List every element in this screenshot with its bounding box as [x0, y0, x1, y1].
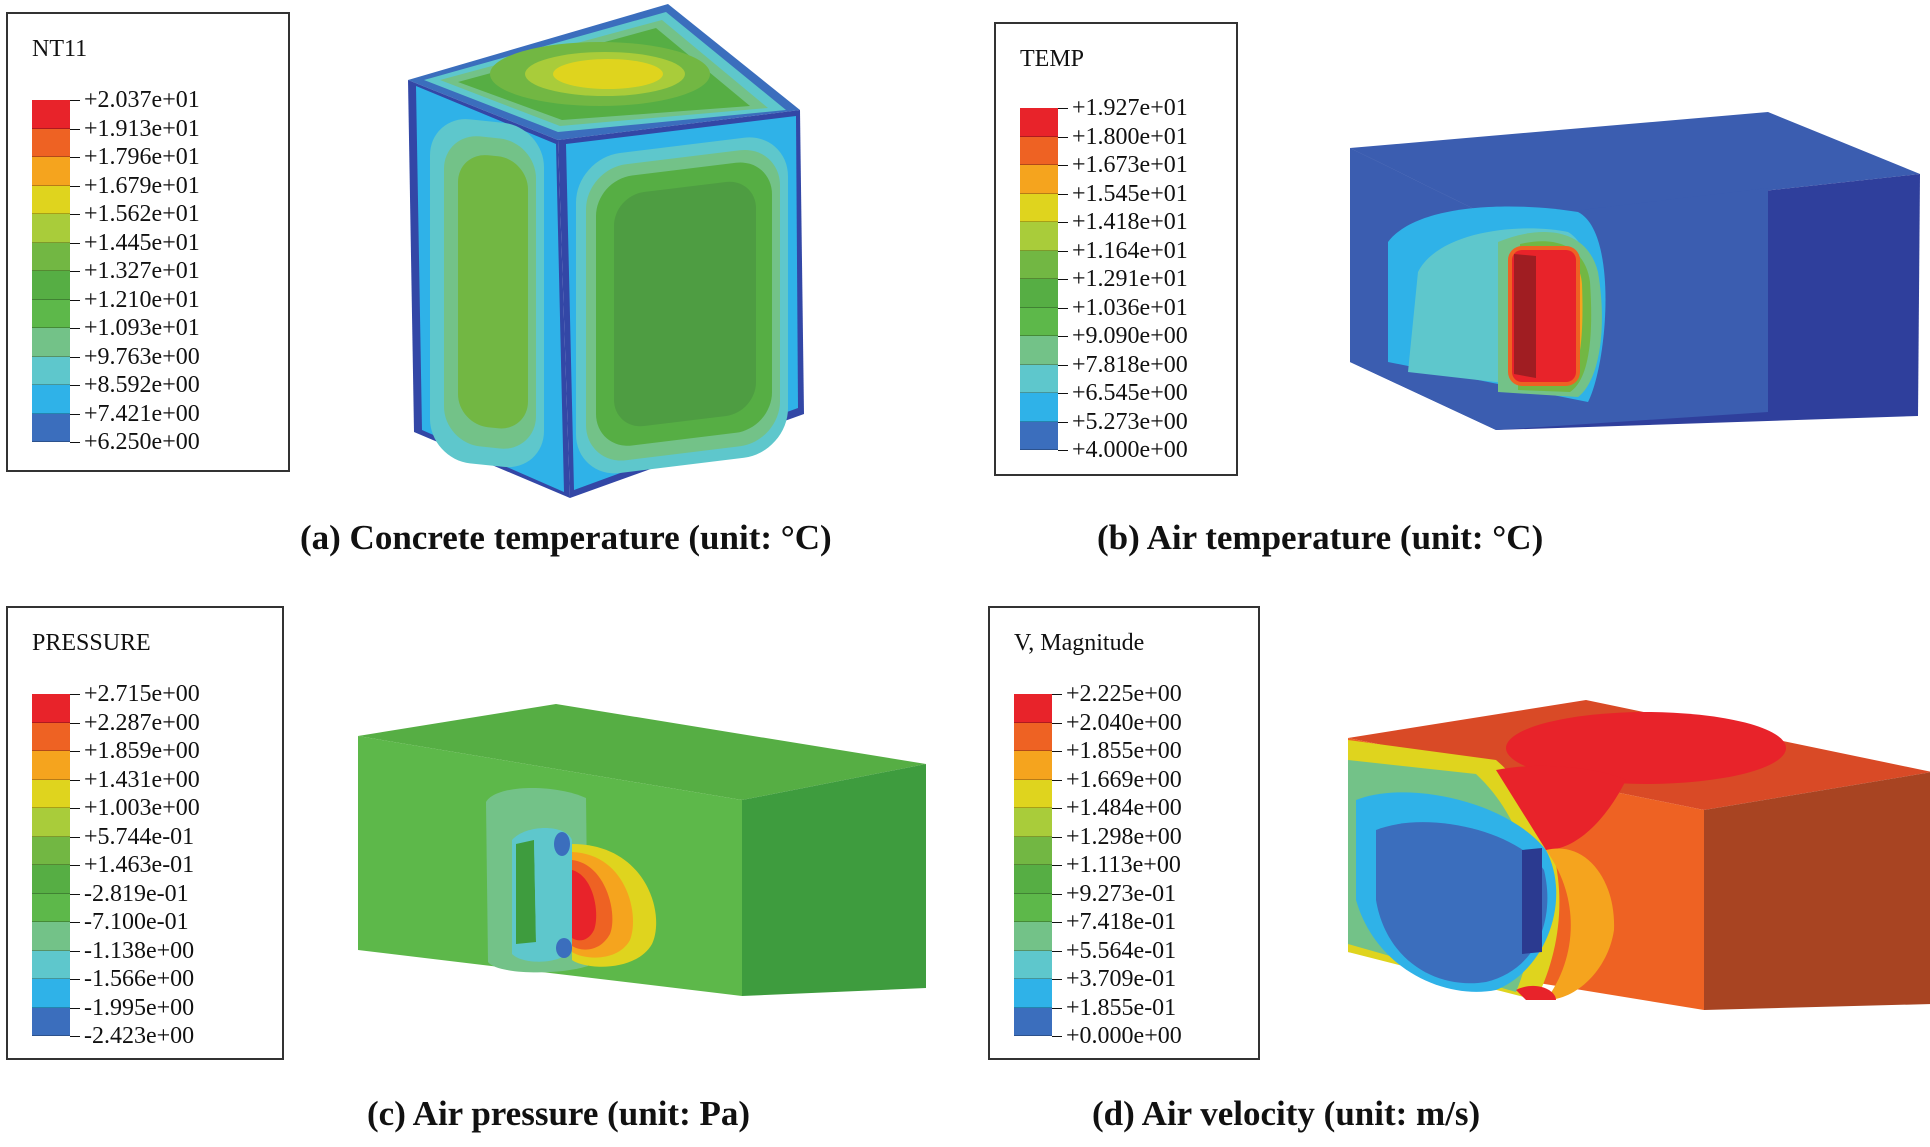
colorbar-swatch — [1014, 751, 1052, 780]
air-velocity-box-model — [1348, 700, 1930, 1010]
colorbar-swatch — [1014, 950, 1052, 979]
colorbar-swatch — [32, 751, 70, 780]
legend-title-d: V, Magnitude — [1014, 630, 1145, 656]
colorbar-swatch — [1020, 393, 1058, 422]
colorbar-swatch — [32, 100, 70, 129]
colorbar-swatch — [1014, 722, 1052, 751]
caption-b: (b) Air temperature (unit: °C) — [1097, 518, 1544, 557]
colorbar-swatch — [1014, 836, 1052, 865]
colorbar-swatch — [1020, 222, 1058, 251]
colorbar-swatch — [32, 299, 70, 328]
colorbar-swatch — [32, 356, 70, 385]
colorbar-swatch — [1020, 108, 1058, 137]
colorbar-swatch — [32, 242, 70, 271]
air-temperature-box-model — [1350, 112, 1920, 430]
concrete-cube-model — [408, 4, 804, 498]
colorbar-swatch — [1020, 165, 1058, 194]
colorbar-b — [1020, 108, 1058, 450]
caption-c: (c) Air pressure (unit: Pa) — [367, 1094, 751, 1133]
colorbar-swatch — [1014, 865, 1052, 894]
colorbar-swatch — [32, 922, 70, 951]
colorbar-swatch — [1020, 193, 1058, 222]
colorbar-swatch — [1020, 250, 1058, 279]
colorbar-swatch — [32, 836, 70, 865]
colorbar-swatch — [32, 865, 70, 894]
legend-c: PRESSURE +2.715e+00 +2.287e+00 +1.859e+00 +… — [6, 606, 284, 1060]
colorbar-swatch — [1014, 808, 1052, 837]
air-pressure-box-model — [358, 704, 926, 996]
colorbar-swatch — [1020, 279, 1058, 308]
colorbar-swatch — [32, 979, 70, 1008]
colorbar-swatch — [32, 808, 70, 837]
colorbar-swatch — [32, 385, 70, 414]
colorbar-swatch — [32, 779, 70, 808]
caption-a: (a) Concrete temperature (unit: °C) — [300, 518, 832, 557]
colorbar-swatch — [32, 694, 70, 723]
legend-a: NT11 +2.037e+01 +1.913e+01 +1.796e+01 +1.67… — [6, 12, 290, 472]
colorbar-swatch — [32, 722, 70, 751]
legend-title-c: PRESSURE — [32, 630, 151, 656]
legend-title-b: TEMP — [1020, 46, 1085, 72]
legend-d: V, Magnitude +2.225e+00 +2.040e+00 +1.855e… — [988, 606, 1260, 1060]
colorbar-swatch — [1020, 364, 1058, 393]
colorbar-d — [1014, 694, 1052, 1036]
colorbar-swatch — [1020, 336, 1058, 365]
colorbar-swatch — [32, 1007, 70, 1036]
colorbar-swatch — [1014, 922, 1052, 951]
colorbar-swatch — [32, 157, 70, 186]
colorbar-swatch — [1014, 694, 1052, 723]
colorbar-swatch — [32, 950, 70, 979]
colorbar-swatch — [32, 271, 70, 300]
colorbar-swatch — [1014, 779, 1052, 808]
colorbar-swatch — [32, 128, 70, 157]
colorbar-swatch — [1014, 979, 1052, 1008]
colorbar-swatch — [1020, 307, 1058, 336]
colorbar-c — [32, 694, 70, 1036]
caption-d: (d) Air velocity (unit: m/s) — [1092, 1094, 1481, 1133]
colorbar-swatch — [1014, 893, 1052, 922]
legend-b: TEMP +1.927e+01 +1.800e+01 +1.673e+01 +1.54… — [994, 22, 1238, 476]
colorbar-swatch — [1020, 136, 1058, 165]
colorbar-a — [32, 100, 70, 442]
colorbar-swatch — [1020, 421, 1058, 450]
colorbar-swatch — [32, 185, 70, 214]
colorbar-swatch — [32, 214, 70, 243]
colorbar-swatch — [32, 893, 70, 922]
legend-title-a: NT11 — [32, 36, 88, 62]
colorbar-swatch — [32, 413, 70, 442]
colorbar-swatch — [32, 328, 70, 357]
colorbar-swatch — [1014, 1007, 1052, 1036]
